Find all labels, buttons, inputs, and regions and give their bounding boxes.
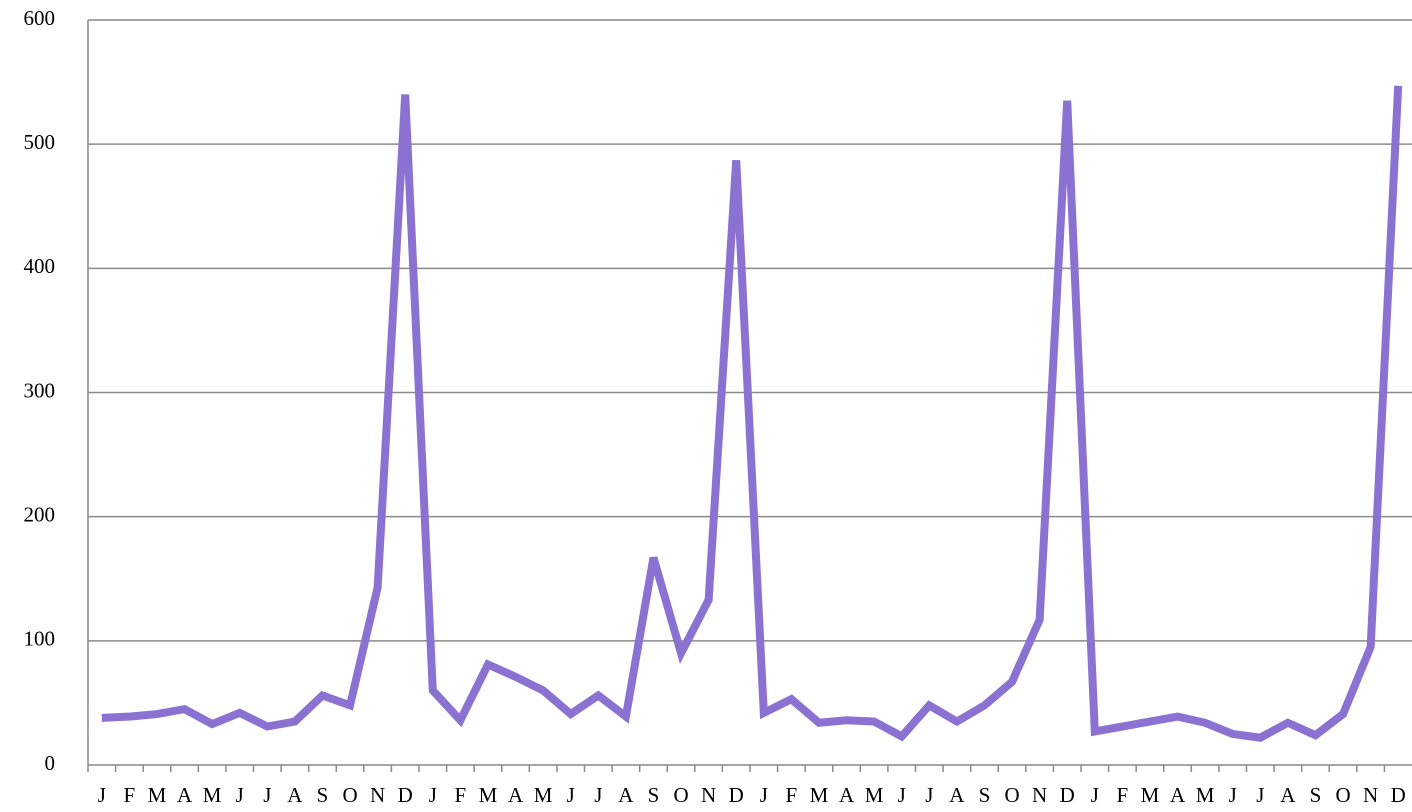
x-tick-label: M — [203, 783, 222, 807]
x-tick-label: J — [567, 783, 575, 807]
x-tick-label: J — [1091, 783, 1099, 807]
x-tick-label: A — [287, 783, 303, 807]
x-tick-label: N — [1032, 783, 1047, 807]
x-tick-label: A — [949, 783, 965, 807]
x-tick-label: D — [1391, 783, 1406, 807]
x-tick-label: A — [177, 783, 193, 807]
x-tick-label: O — [673, 783, 688, 807]
x-tick-label: F — [786, 783, 798, 807]
x-tick-label: D — [398, 783, 413, 807]
x-tick-label: D — [729, 783, 744, 807]
x-tick-label: A — [618, 783, 634, 807]
x-tick-label: A — [1280, 783, 1296, 807]
x-tick-label: M — [479, 783, 498, 807]
x-tick-label: J — [898, 783, 906, 807]
data-line — [101, 85, 1403, 742]
y-tick-label: 0 — [45, 751, 56, 775]
x-tick-label: M — [865, 783, 884, 807]
x-tick-label: M — [810, 783, 829, 807]
x-tick-label: N — [701, 783, 716, 807]
y-tick-label: 600 — [24, 6, 56, 30]
x-tick-label: J — [1229, 783, 1237, 807]
x-tick-label: O — [1335, 783, 1350, 807]
x-tick-label: J — [594, 783, 602, 807]
y-tick-label: 300 — [24, 378, 56, 402]
x-tick-label: N — [1363, 783, 1378, 807]
x-tick-label: J — [925, 783, 933, 807]
y-tick-label: 400 — [24, 254, 56, 278]
y-tick-label: 500 — [24, 130, 56, 154]
x-tick-label: N — [370, 783, 385, 807]
x-tick-label: F — [1117, 783, 1129, 807]
x-tick-label: J — [263, 783, 271, 807]
x-tick-label: M — [1141, 783, 1160, 807]
x-tick-label: J — [236, 783, 244, 807]
x-tick-label: J — [429, 783, 437, 807]
x-tick-label: S — [648, 783, 660, 807]
x-tick-label: A — [508, 783, 524, 807]
x-tick-label: S — [317, 783, 329, 807]
x-tick-label: J — [1256, 783, 1264, 807]
x-tick-label: S — [1310, 783, 1322, 807]
x-tick-label: O — [1004, 783, 1019, 807]
x-tick-label: D — [1060, 783, 1075, 807]
x-tick-label: F — [455, 783, 467, 807]
x-tick-label: M — [534, 783, 553, 807]
x-tick-label: J — [98, 783, 106, 807]
y-tick-label: 200 — [24, 502, 56, 526]
x-tick-label: M — [1196, 783, 1215, 807]
x-tick-label: A — [839, 783, 855, 807]
x-tick-label: A — [1170, 783, 1186, 807]
x-tick-label: S — [979, 783, 991, 807]
x-tick-label: F — [124, 783, 136, 807]
y-tick-label: 100 — [24, 627, 56, 651]
x-tick-label: J — [760, 783, 768, 807]
x-tick-label: O — [342, 783, 357, 807]
x-tick-label: M — [148, 783, 167, 807]
